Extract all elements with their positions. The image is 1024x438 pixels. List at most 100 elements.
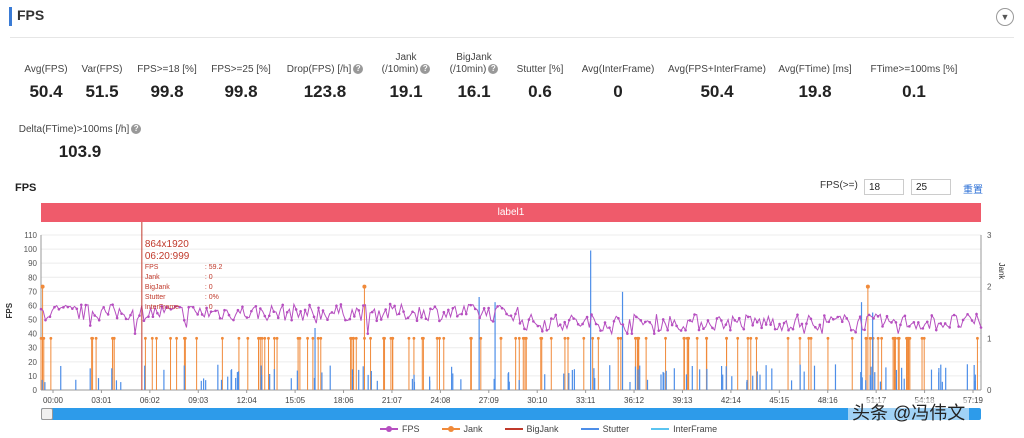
stutter-series xyxy=(41,250,976,390)
fps-point xyxy=(800,322,804,326)
fps-point xyxy=(594,322,598,326)
jank-point xyxy=(354,336,358,340)
x-tick-label: 27:09 xyxy=(479,396,500,405)
help-icon[interactable]: ? xyxy=(420,64,431,74)
y-tick-label: 20 xyxy=(28,358,37,367)
metric-label: Drop(FPS) [/h]? xyxy=(283,64,367,76)
y-tick-label: 10 xyxy=(28,372,37,381)
jank-point xyxy=(644,336,648,340)
jank-point xyxy=(705,336,709,340)
metric-jank: Jank (/10min)? 19.1 xyxy=(378,52,434,102)
fps-point xyxy=(858,315,862,319)
fps-point xyxy=(720,319,723,322)
legend-item-fps[interactable]: FPS xyxy=(380,424,420,434)
fps-point xyxy=(71,307,74,310)
fps-point xyxy=(567,318,571,322)
help-icon[interactable]: ? xyxy=(353,64,364,74)
jank-point xyxy=(272,336,276,340)
watermark: 头条 @冯伟文 xyxy=(848,399,970,425)
fps-point xyxy=(478,316,481,320)
fps-point xyxy=(975,312,978,316)
jank-point xyxy=(144,336,147,340)
slider-handle[interactable] xyxy=(41,408,53,420)
fps-point xyxy=(138,314,141,317)
fps-point xyxy=(48,315,52,319)
time-range-slider[interactable] xyxy=(41,408,981,420)
fps-point xyxy=(930,314,934,317)
fps-point xyxy=(872,317,875,320)
fps-threshold-low-input[interactable] xyxy=(864,179,904,195)
jank-point xyxy=(267,336,270,340)
fps-point xyxy=(621,323,625,326)
jank-point xyxy=(237,336,241,340)
legend-item-bigjank[interactable]: BigJank xyxy=(504,424,559,434)
legend-label: Stutter xyxy=(602,424,630,434)
chevron-down-icon[interactable]: ▼ xyxy=(996,8,1014,26)
fps-point xyxy=(648,321,652,324)
fps-point xyxy=(581,322,584,326)
fps-point xyxy=(299,310,302,313)
jank-point xyxy=(807,336,811,340)
jank-point xyxy=(195,336,199,340)
fps-point xyxy=(505,312,508,316)
fps-point xyxy=(903,314,907,318)
y-axis-label: FPS xyxy=(5,302,14,318)
metric-delta-ftime: Delta(FTime)>100ms [/h]? 103.9 xyxy=(18,124,142,162)
metric-label: FTime>=100ms [%] xyxy=(870,64,958,75)
help-icon[interactable]: ? xyxy=(131,124,142,134)
fps-point xyxy=(464,312,468,316)
fps-threshold-high-input[interactable] xyxy=(911,179,951,195)
fps-point xyxy=(205,306,208,310)
fps-point xyxy=(791,327,795,331)
fps-point xyxy=(652,332,656,335)
jank-point xyxy=(850,336,854,340)
metric-fps-25: FPS>=25 [%] 99.8 xyxy=(208,64,274,102)
fps-point xyxy=(330,311,334,314)
jank-point xyxy=(183,336,187,340)
fps-point xyxy=(263,314,267,318)
jank-point xyxy=(864,336,868,340)
legend-item-jank[interactable]: Jank xyxy=(441,424,483,434)
metric-var-fps: Var(FPS) 51.5 xyxy=(76,64,128,102)
jank-point xyxy=(539,336,543,340)
metric-label: Delta(FTime)>100ms [/h]? xyxy=(18,124,142,136)
fps-point xyxy=(285,310,289,314)
fps-point xyxy=(218,316,222,320)
fps-point xyxy=(111,303,114,306)
fps-point xyxy=(393,304,396,308)
metric-value: 50.4 xyxy=(29,82,63,101)
jank-point xyxy=(619,336,623,340)
tooltip-line-key: Stutter xyxy=(145,294,166,301)
fps-point xyxy=(102,305,105,309)
metric-label-text: Drop(FPS) [/h] xyxy=(286,64,352,75)
label-band[interactable]: label1 xyxy=(41,203,981,222)
jank-point xyxy=(591,336,595,340)
fps-point xyxy=(482,307,486,310)
y-tick-label: 90 xyxy=(28,259,37,268)
jank-point xyxy=(257,336,260,340)
fps-point xyxy=(335,304,338,308)
fps-point xyxy=(451,306,455,310)
fps-point xyxy=(267,314,271,318)
fps-point xyxy=(236,308,240,312)
fps-point xyxy=(527,318,531,321)
metric-value: 0.1 xyxy=(902,82,926,101)
fps-point xyxy=(979,326,983,329)
fps-point xyxy=(957,325,960,328)
fps-point xyxy=(706,319,710,322)
fps-point xyxy=(921,327,925,330)
jank-point xyxy=(220,336,224,340)
jank-point xyxy=(976,336,979,340)
jank-peak-point xyxy=(362,284,367,289)
legend-item-stutter[interactable]: Stutter xyxy=(580,424,630,434)
tooltip-line-value: : 0 xyxy=(205,284,213,291)
fps-point xyxy=(585,315,589,319)
metric-drop-fps: Drop(FPS) [/h]? 123.8 xyxy=(283,64,367,102)
help-icon[interactable]: ? xyxy=(488,64,499,74)
fps-point xyxy=(384,308,387,311)
reset-button[interactable]: 重置 xyxy=(963,185,983,196)
metric-label: BigJank xyxy=(456,52,492,63)
fps-point xyxy=(751,323,755,327)
legend-item-interframe[interactable]: InterFrame xyxy=(651,424,717,434)
